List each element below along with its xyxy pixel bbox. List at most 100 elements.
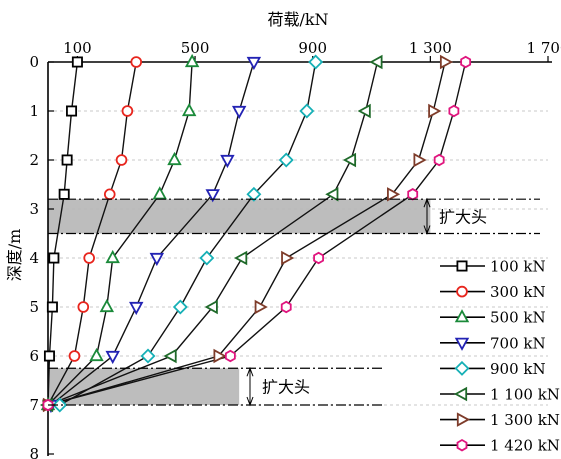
enlarged-head-region [48, 199, 431, 234]
x-axis-title: 荷载/kN [267, 10, 328, 29]
data-point [68, 350, 81, 362]
data-point [357, 103, 371, 119]
data-point [308, 54, 324, 70]
data-point [254, 299, 268, 315]
series-line [47, 61, 467, 406]
data-point [71, 56, 83, 68]
x-tick-label: 100 [63, 39, 92, 57]
legend-item: 500 kN [440, 309, 546, 327]
data-point [103, 188, 116, 201]
data-point [299, 103, 315, 119]
data-point [460, 55, 472, 69]
series-lines [39, 53, 472, 414]
legend-item: 100 kN [440, 258, 546, 276]
data-point [130, 56, 143, 68]
data-point [246, 56, 262, 71]
legend-item: 1 100 kN [440, 386, 560, 404]
data-point [43, 350, 55, 362]
data-point [115, 154, 128, 166]
data-point [199, 250, 215, 266]
x-tick-label: 1 300 [409, 39, 452, 57]
data-point [387, 187, 401, 202]
series-group [47, 61, 379, 406]
data-point [152, 186, 167, 200]
legend-marker [456, 260, 468, 272]
data-point [205, 189, 220, 203]
data-point [140, 348, 156, 364]
legend: 100 kN 300 kN 500 kN 700 kN 900 kN 1 100 kN 1 … [440, 258, 560, 455]
enlarged-head-region [48, 368, 240, 405]
series-group [47, 61, 446, 406]
legend-label: 700 kN [490, 334, 546, 352]
data-point [48, 252, 60, 264]
data-point [181, 102, 197, 117]
legend-item: 900 kN [440, 360, 546, 378]
data-point [280, 300, 292, 314]
series-group [47, 61, 79, 406]
series-line [47, 61, 379, 406]
data-point [234, 250, 248, 266]
legend-marker [453, 386, 468, 402]
data-point [105, 350, 120, 365]
data-point [105, 249, 120, 264]
data-point [428, 103, 442, 119]
data-point [167, 151, 182, 166]
legend-marker [454, 337, 470, 351]
series-line [47, 61, 137, 406]
series-group [47, 61, 467, 406]
data-point [325, 187, 339, 202]
series-group [47, 61, 193, 406]
legend-label: 100 kN [490, 258, 546, 276]
legend-item: 300 kN [440, 283, 546, 301]
legend-label: 500 kN [490, 309, 546, 327]
data-point [99, 298, 115, 313]
y-tick-label: 5 [29, 298, 39, 316]
data-point [89, 347, 104, 362]
series-line [47, 61, 193, 406]
data-point [439, 54, 454, 70]
data-point [313, 251, 324, 265]
data-point [52, 397, 68, 413]
legend-label: 1 420 kN [490, 437, 560, 455]
series-group [59, 61, 317, 406]
y-tick-label: 6 [29, 347, 39, 365]
x-tick-label: 500 [181, 39, 210, 57]
dimension-arrow [423, 197, 431, 208]
legend-marker [456, 438, 468, 452]
enlarged-head-shading [48, 199, 431, 405]
y-tick-label: 8 [29, 445, 39, 459]
data-point [184, 53, 200, 68]
enlarged-head-label: 扩大头 [439, 207, 487, 226]
y-tick-label: 3 [29, 200, 39, 218]
legend-marker [456, 285, 468, 298]
data-point [46, 301, 58, 313]
y-axis-title: 深度/m [5, 229, 24, 282]
data-point [433, 153, 445, 167]
series-markers [52, 54, 324, 413]
data-point [413, 152, 427, 168]
y-tick-label: 4 [29, 249, 39, 267]
legend-label: 900 kN [490, 360, 546, 378]
legend-marker [454, 309, 470, 323]
enlarged-head-label: 扩大头 [262, 378, 310, 397]
data-point [163, 348, 177, 364]
data-point [448, 104, 460, 118]
data-point [121, 105, 134, 117]
series-line [47, 61, 79, 406]
data-point [220, 154, 235, 169]
data-point [129, 301, 144, 316]
data-point [149, 252, 165, 267]
series-group [50, 61, 255, 406]
data-point [342, 152, 357, 168]
dimension-arrow [246, 396, 254, 407]
x-tick-label: 1 700 [527, 39, 561, 57]
y-tick-label: 7 [29, 396, 39, 414]
legend-item: 1 300 kN [440, 411, 560, 429]
legend-item: 1 420 kN [440, 437, 560, 455]
data-point [278, 152, 294, 168]
y-tick-label: 1 [29, 102, 39, 120]
legend-marker [454, 360, 470, 376]
data-point [61, 154, 73, 166]
legend-item: 700 kN [440, 334, 546, 352]
